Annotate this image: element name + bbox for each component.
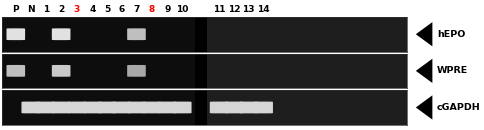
Bar <box>207 17 407 52</box>
FancyBboxPatch shape <box>142 102 161 113</box>
Text: 7: 7 <box>133 5 139 14</box>
Text: cGAPDH: cGAPDH <box>436 103 480 112</box>
Text: 3: 3 <box>74 5 80 14</box>
FancyBboxPatch shape <box>224 102 243 113</box>
FancyBboxPatch shape <box>36 102 55 113</box>
FancyBboxPatch shape <box>127 65 146 77</box>
Bar <box>207 54 407 88</box>
Text: 9: 9 <box>164 5 170 14</box>
FancyBboxPatch shape <box>173 102 191 113</box>
FancyBboxPatch shape <box>6 65 25 77</box>
Text: 8: 8 <box>149 5 155 14</box>
Polygon shape <box>415 59 431 83</box>
FancyBboxPatch shape <box>239 102 257 113</box>
FancyBboxPatch shape <box>21 102 40 113</box>
Text: 12: 12 <box>227 5 240 14</box>
Text: 4: 4 <box>89 5 95 14</box>
Bar <box>195 17 207 52</box>
FancyBboxPatch shape <box>112 102 131 113</box>
FancyBboxPatch shape <box>210 102 228 113</box>
Text: 1: 1 <box>43 5 49 14</box>
FancyBboxPatch shape <box>52 65 70 77</box>
Text: hEPO: hEPO <box>436 30 464 39</box>
FancyBboxPatch shape <box>97 102 116 113</box>
FancyBboxPatch shape <box>83 102 102 113</box>
Text: 11: 11 <box>212 5 225 14</box>
Text: 10: 10 <box>176 5 188 14</box>
Polygon shape <box>415 22 431 46</box>
FancyBboxPatch shape <box>158 102 176 113</box>
Text: 6: 6 <box>118 5 124 14</box>
Text: N: N <box>27 5 34 14</box>
Bar <box>195 54 207 88</box>
FancyBboxPatch shape <box>6 28 25 40</box>
FancyBboxPatch shape <box>52 28 70 40</box>
FancyBboxPatch shape <box>127 28 146 40</box>
Text: 2: 2 <box>58 5 64 14</box>
Text: P: P <box>13 5 19 14</box>
Text: WPRE: WPRE <box>436 66 467 75</box>
FancyBboxPatch shape <box>127 102 146 113</box>
Text: 14: 14 <box>257 5 270 14</box>
Text: 5: 5 <box>104 5 110 14</box>
FancyBboxPatch shape <box>254 102 272 113</box>
Bar <box>207 90 407 125</box>
FancyBboxPatch shape <box>67 102 86 113</box>
FancyBboxPatch shape <box>52 102 70 113</box>
Bar <box>195 90 207 125</box>
Polygon shape <box>415 95 431 120</box>
Text: 13: 13 <box>242 5 255 14</box>
